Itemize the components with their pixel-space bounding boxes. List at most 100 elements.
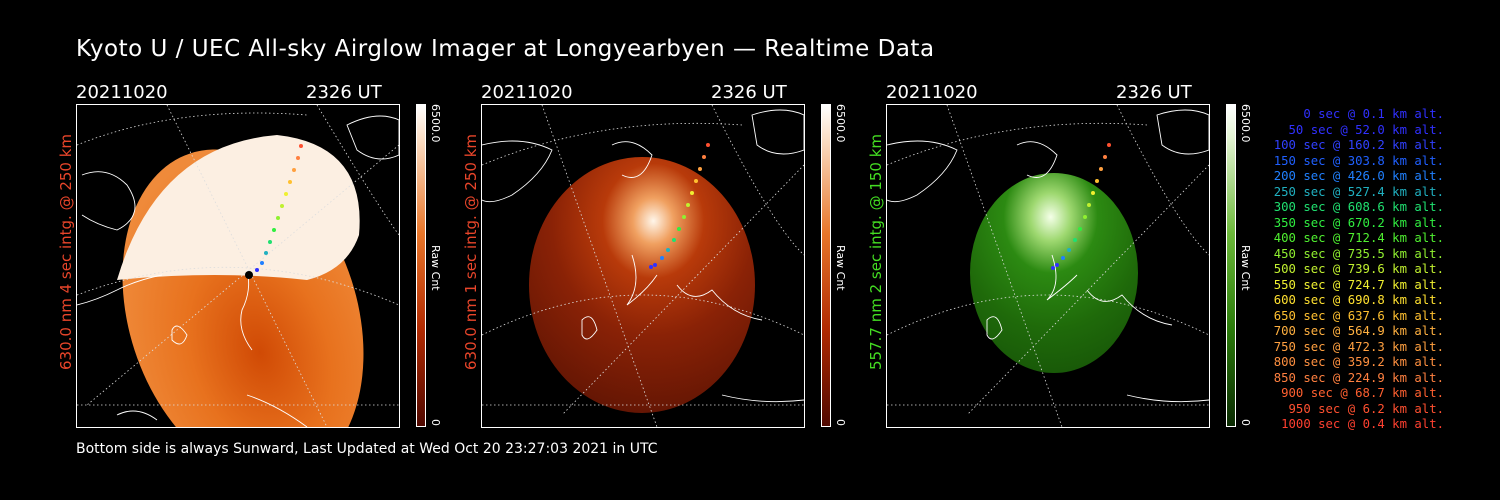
legend-at-symbol: @ xyxy=(1325,246,1348,261)
legend-altitude: 564.9 km alt. xyxy=(1347,324,1444,338)
legend-row: 50 sec @ 52.0 km alt. xyxy=(1262,123,1444,139)
legend-row: 950 sec @ 6.2 km alt. xyxy=(1262,402,1444,418)
panel-2-image xyxy=(481,104,805,428)
legend-altitude: 735.5 km alt. xyxy=(1347,246,1444,261)
panel-1-time: 2326 UT xyxy=(306,82,382,103)
legend-altitude: 712.4 km alt. xyxy=(1347,231,1444,245)
legend-at-symbol: @ xyxy=(1325,200,1348,214)
legend-at-symbol: @ xyxy=(1340,417,1363,431)
panel-3-colorbar xyxy=(1226,104,1236,427)
legend-row: 900 sec @ 68.7 km alt. xyxy=(1262,386,1444,402)
panel-3-trajectory xyxy=(1051,143,1111,270)
panel-2-colorbar-min: 0 xyxy=(834,419,847,426)
legend-seconds: 800 sec xyxy=(1273,355,1326,369)
legend-seconds: 900 sec xyxy=(1281,386,1333,400)
legend-altitude: 724.7 km alt. xyxy=(1347,277,1444,292)
legend-at-symbol: @ xyxy=(1340,107,1363,121)
legend-altitude: 670.2 km alt. xyxy=(1347,215,1444,230)
legend-at-symbol: @ xyxy=(1325,277,1348,292)
panel-2-trajectory xyxy=(649,143,710,269)
legend-seconds: 100 sec xyxy=(1273,138,1326,152)
legend-altitude: 739.6 km alt. xyxy=(1347,262,1444,276)
legend-altitude: 0.4 km alt. xyxy=(1362,417,1444,431)
legend-at-symbol: @ xyxy=(1332,122,1356,137)
legend-row: 800 sec @ 359.2 km alt. xyxy=(1262,355,1444,371)
legend-seconds: 450 sec xyxy=(1273,246,1326,261)
legend-altitude: 68.7 km alt. xyxy=(1355,386,1444,400)
legend-row: 550 sec @ 724.7 km alt. xyxy=(1262,278,1444,294)
footer-note: Bottom side is always Sunward, Last Upda… xyxy=(76,441,658,457)
panel-1-date: 20211020 xyxy=(76,82,168,103)
panel-3-colorbar-unit: Raw Cnt xyxy=(1239,245,1252,291)
panel-2-colorbar-unit: Raw Cnt xyxy=(834,245,847,291)
panel-2-time: 2326 UT xyxy=(711,82,787,103)
trajectory-legend: 0 sec @ 0.1 km alt. 50 sec @ 52.0 km alt.… xyxy=(1262,107,1444,433)
legend-row: 750 sec @ 472.3 km alt. xyxy=(1262,340,1444,356)
panel-3-side-label: 557.7 nm 2 sec intg. @ 150 km xyxy=(867,133,885,370)
legend-at-symbol: @ xyxy=(1325,215,1348,230)
legend-altitude: 690.8 km alt. xyxy=(1347,293,1444,307)
legend-altitude: 6.2 km alt. xyxy=(1362,401,1444,416)
legend-row: 100 sec @ 160.2 km alt. xyxy=(1262,138,1444,154)
panel-2-sky-map xyxy=(482,105,804,427)
legend-at-symbol: @ xyxy=(1325,231,1348,245)
legend-at-symbol: @ xyxy=(1325,184,1348,199)
legend-altitude: 303.8 km alt. xyxy=(1347,153,1444,168)
legend-seconds: 0 sec xyxy=(1303,107,1341,121)
legend-seconds: 550 sec xyxy=(1273,277,1326,292)
panel-2-side-label: 630.0 nm 1 sec intg. @ 250 km xyxy=(462,133,480,370)
legend-seconds: 150 sec xyxy=(1273,153,1326,168)
legend-seconds: 650 sec xyxy=(1273,308,1326,323)
panel-3-image xyxy=(886,104,1210,428)
legend-seconds: 950 sec xyxy=(1288,401,1341,416)
legend-at-symbol: @ xyxy=(1325,293,1348,307)
legend-seconds: 400 sec xyxy=(1273,231,1326,245)
legend-altitude: 52.0 km alt. xyxy=(1355,122,1444,137)
panel-1-image xyxy=(76,104,400,428)
legend-row: 650 sec @ 637.6 km alt. xyxy=(1262,309,1444,325)
legend-altitude: 0.1 km alt. xyxy=(1362,107,1444,121)
legend-at-symbol: @ xyxy=(1325,138,1348,152)
panel-1-colorbar-min: 0 xyxy=(429,419,442,426)
panel-1-trajectory xyxy=(245,144,303,279)
legend-row: 1000 sec @ 0.4 km alt. xyxy=(1262,417,1444,433)
panel-1-colorbar-unit: Raw Cnt xyxy=(429,245,442,291)
legend-row: 600 sec @ 690.8 km alt. xyxy=(1262,293,1444,309)
legend-row: 350 sec @ 670.2 km alt. xyxy=(1262,216,1444,232)
legend-seconds: 700 sec xyxy=(1273,324,1326,338)
legend-row: 400 sec @ 712.4 km alt. xyxy=(1262,231,1444,247)
legend-row: 700 sec @ 564.9 km alt. xyxy=(1262,324,1444,340)
legend-at-symbol: @ xyxy=(1325,153,1348,168)
legend-at-symbol: @ xyxy=(1325,370,1348,385)
legend-seconds: 600 sec xyxy=(1273,293,1326,307)
page-title: Kyoto U / UEC All-sky Airglow Imager at … xyxy=(76,36,935,62)
legend-altitude: 426.0 km alt. xyxy=(1347,169,1444,183)
legend-altitude: 527.4 km alt. xyxy=(1347,184,1444,199)
panel-1-colorbar-max: 6500.0 xyxy=(429,104,442,143)
legend-at-symbol: @ xyxy=(1325,262,1348,276)
legend-altitude: 637.6 km alt. xyxy=(1347,308,1444,323)
panel-3-colorbar-max: 6500.0 xyxy=(1239,104,1252,143)
panel-1-side-label: 630.0 nm 4 sec intg. @ 250 km xyxy=(57,133,75,370)
legend-altitude: 160.2 km alt. xyxy=(1347,138,1444,152)
panel-2-date: 20211020 xyxy=(481,82,573,103)
panel-3-sky-map xyxy=(887,105,1209,427)
legend-seconds: 50 sec xyxy=(1288,122,1333,137)
legend-seconds: 350 sec xyxy=(1273,215,1326,230)
panel-3-date: 20211020 xyxy=(886,82,978,103)
legend-row: 850 sec @ 224.9 km alt. xyxy=(1262,371,1444,387)
legend-altitude: 472.3 km alt. xyxy=(1347,339,1444,354)
panel-3-colorbar-min: 0 xyxy=(1239,419,1252,426)
legend-seconds: 200 sec xyxy=(1273,169,1326,183)
legend-row: 500 sec @ 739.6 km alt. xyxy=(1262,262,1444,278)
legend-seconds: 750 sec xyxy=(1273,339,1326,354)
legend-row: 450 sec @ 735.5 km alt. xyxy=(1262,247,1444,263)
legend-seconds: 500 sec xyxy=(1273,262,1326,276)
legend-altitude: 359.2 km alt. xyxy=(1347,355,1444,369)
legend-seconds: 250 sec xyxy=(1273,184,1326,199)
legend-at-symbol: @ xyxy=(1340,401,1363,416)
legend-at-symbol: @ xyxy=(1325,355,1348,369)
panel-1-colorbar xyxy=(416,104,426,427)
legend-row: 150 sec @ 303.8 km alt. xyxy=(1262,154,1444,170)
panel-2-colorbar xyxy=(821,104,831,427)
